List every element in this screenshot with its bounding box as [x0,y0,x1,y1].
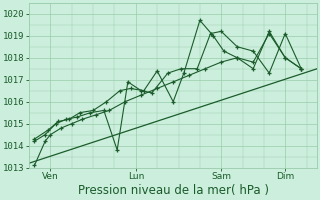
X-axis label: Pression niveau de la mer( hPa ): Pression niveau de la mer( hPa ) [78,184,269,197]
